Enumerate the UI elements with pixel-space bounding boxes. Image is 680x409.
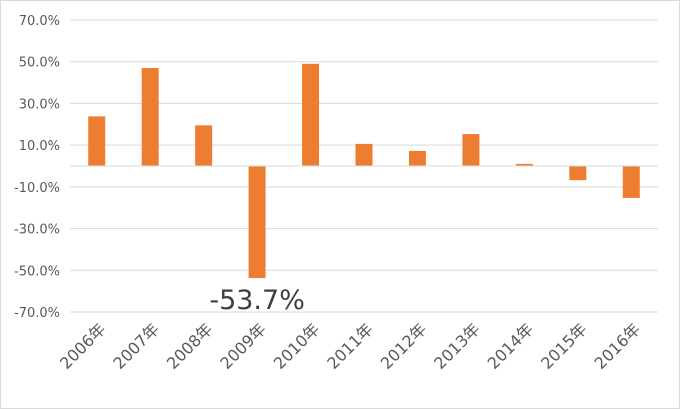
x-tick-label: 2009年 [216,319,270,373]
bar-2007年 [141,67,159,166]
bar-2011年 [355,143,373,166]
x-tick-label: 2006年 [56,319,110,373]
bar-2013年 [462,134,480,166]
gridlines [70,19,658,313]
y-tick-label: 70.0% [19,14,60,29]
x-tick-label: 2014年 [484,319,538,373]
y-tick-label: 50.0% [19,56,60,71]
data-label-annotation: -53.7% [209,285,305,316]
y-tick-label: -10.0% [14,181,60,196]
x-axis-ticks: 2006年 2007年 2008年 2009年 2010年 2011年 2012年 2013年… [56,319,644,373]
y-tick-label: -70.0% [14,306,60,321]
annotations: -53.7% [209,285,305,316]
y-tick-label: -50.0% [14,264,60,279]
x-tick-label: 2016年 [591,319,645,373]
bar-2006年 [88,116,106,166]
bar-2015年 [569,166,587,181]
bar-2008年 [195,125,213,166]
x-tick-label: 2013年 [430,319,484,373]
x-tick-label: 2010年 [270,319,324,373]
x-tick-label: 2011年 [323,319,377,373]
x-tick-label: 2015年 [537,319,591,373]
bar-2010年 [302,63,320,166]
y-tick-label: 10.0% [19,139,60,154]
bar-2012年 [408,150,426,166]
x-tick-label: 2008年 [163,319,217,373]
y-axis-ticks: 70.0% 50.0% 30.0% 10.0% -10.0% -30.0% -50.0% -7… [14,14,60,321]
bar-2009年 [248,166,266,279]
bar-2016年 [622,166,640,198]
bar-2014年 [515,163,533,166]
x-tick-label: 2012年 [377,319,431,373]
y-tick-label: -30.0% [14,223,60,238]
bars [88,63,640,279]
x-tick-label: 2007年 [109,319,163,373]
y-tick-label: 30.0% [19,97,60,112]
